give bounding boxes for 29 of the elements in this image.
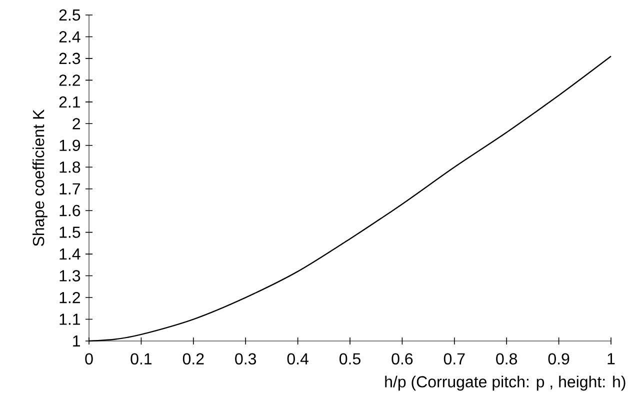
y-tick-label: 1.5 [60, 226, 80, 238]
x-tick-label: 0.5 [340, 353, 360, 365]
x-tick-label: 0.4 [287, 353, 308, 365]
x-tick-label: 1 [608, 353, 615, 364]
y-tick-label: 1.6 [60, 204, 80, 216]
y-axis-title: Shape coefficient K [32, 109, 48, 246]
y-tick-label: 1.4 [60, 248, 80, 260]
y-tick-label: 1.1 [60, 314, 80, 325]
y-tick-label: 2.1 [59, 96, 80, 108]
x-tick-label: 0.3 [235, 353, 256, 365]
x-tick-label: 0.1 [130, 353, 152, 365]
x-tick-label: 0 [85, 353, 93, 365]
y-tick-label: 1.9 [60, 140, 80, 152]
y-tick-label: 2.5 [59, 9, 80, 21]
x-tick-label: 0.9 [548, 353, 570, 365]
y-tick-label: 2.2 [59, 74, 80, 86]
y-tick-label: 2.3 [59, 52, 80, 64]
y-tick-label: 1.8 [60, 161, 80, 173]
y-tick-label: 2 [72, 118, 80, 130]
y-tick-label: 1.2 [60, 292, 80, 304]
x-tick-label: 0.8 [496, 353, 518, 365]
y-tick-label: 1.7 [60, 183, 80, 194]
x-tick-label: 0.2 [182, 353, 204, 365]
x-axis-title: h/p (Corrugate pitch: p , height: h) [385, 376, 626, 391]
y-tick-label: 2.4 [59, 31, 80, 42]
y-tick-label: 1.3 [60, 270, 80, 282]
x-tick-label: 0.7 [444, 353, 465, 365]
x-tick-label: 0.6 [392, 353, 413, 365]
y-tick-label: 1 [73, 335, 80, 346]
